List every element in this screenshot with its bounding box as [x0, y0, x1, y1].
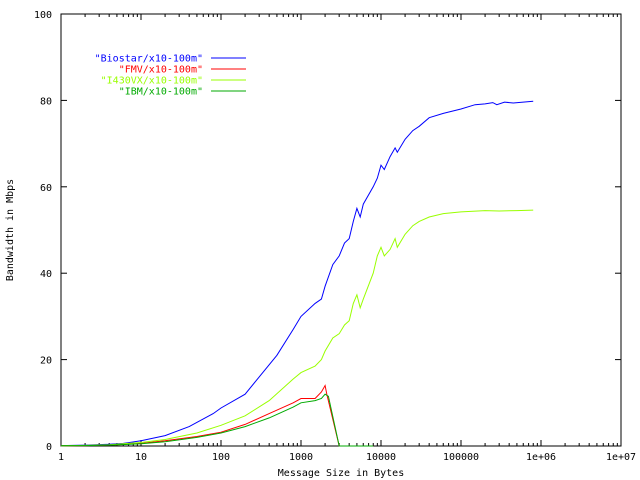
- x-tick-label: 1e+06: [526, 452, 556, 463]
- legend-label: "Biostar/x10-100m": [95, 54, 203, 65]
- x-axis-title: Message Size in Bytes: [278, 468, 404, 479]
- legend: "Biostar/x10-100m""FMV/x10-100m""I430VX/…: [95, 54, 246, 98]
- legend-label: "FMV/x10-100m": [119, 65, 203, 76]
- y-tick-label: 100: [34, 10, 52, 21]
- series-line-3: [60, 209, 534, 447]
- legend-label: "I430VX/x10-100m": [101, 76, 203, 87]
- series-lines: [60, 100, 534, 447]
- x-tick-label: 10: [135, 452, 147, 463]
- y-tick-label: 20: [40, 356, 52, 367]
- y-tick-labels: 0 20 40 60 80 100: [34, 10, 52, 453]
- x-tick-label: 1e+07: [606, 452, 636, 463]
- y-tick-label: 40: [40, 269, 52, 280]
- y-tick-label: 80: [40, 96, 52, 107]
- x-tick-labels: 1 10 100 1000 10000 100000 1e+06 1e+07: [58, 452, 636, 463]
- y-axis-title: Bandwidth in Mbps: [5, 179, 16, 281]
- series-line-1: [60, 100, 534, 447]
- tick-marks: [60, 13, 622, 447]
- x-tick-label: 100: [212, 452, 230, 463]
- series-line-4: [60, 393, 374, 447]
- y-tick-label: 60: [40, 183, 52, 194]
- legend-label: "IBM/x10-100m": [119, 87, 203, 98]
- x-tick-label: 1: [58, 452, 64, 463]
- x-tick-label: 1000: [289, 452, 313, 463]
- x-tick-label: 10000: [366, 452, 396, 463]
- x-tick-label: 100000: [443, 452, 479, 463]
- y-tick-label: 0: [46, 442, 52, 453]
